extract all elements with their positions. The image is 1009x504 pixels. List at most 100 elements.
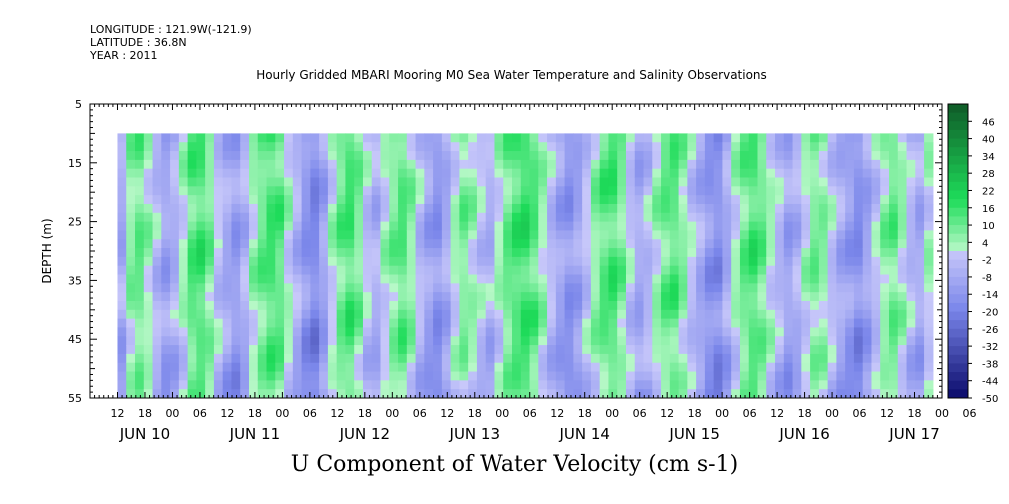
heatmap-cell [485,300,496,311]
heatmap-cell [906,292,916,302]
heatmap-cell [564,195,574,205]
heatmap-cell [126,203,136,214]
heatmap-cell [389,248,399,258]
heatmap-cell [704,336,715,346]
heatmap-cell [406,133,417,143]
heatmap-cell [669,300,680,311]
heatmap-cell [424,142,434,152]
heatmap-cell [450,195,461,205]
x-tick-label: 18 [248,407,262,420]
heatmap-cell [424,221,434,232]
heatmap-cell [284,309,294,320]
heatmap-cell [862,371,873,381]
heatmap-cell [652,274,662,284]
heatmap-cell [389,353,399,364]
heatmap-cell [275,177,285,187]
heatmap-cell [924,318,934,329]
heatmap-cell [476,353,487,364]
heatmap-cell [485,230,496,240]
heatmap-cell [494,336,504,346]
heatmap-cell [354,292,364,302]
heatmap-cell [248,195,259,205]
heatmap-cell [512,142,522,152]
heatmap-cell [599,239,610,249]
heatmap-cell [818,318,829,329]
heatmap-cell [643,230,653,240]
heatmap-cell [573,300,583,311]
heatmap-cell [564,221,574,232]
heatmap-cell [398,230,408,240]
heatmap-cell [643,221,653,232]
heatmap-cell [187,345,197,355]
heatmap-cell [503,300,513,311]
heatmap-cell [661,151,671,161]
heatmap-cell [625,256,636,267]
heatmap-cell [126,345,136,355]
heatmap-cell [310,353,320,364]
heatmap-cell [599,371,610,381]
heatmap-cell [836,353,846,364]
heatmap-cell [678,221,688,232]
heatmap-cell [266,221,276,232]
heatmap-cell [319,151,329,161]
heatmap-cell [406,353,417,364]
heatmap-cell [643,256,653,267]
heatmap-cell [152,142,162,152]
heatmap-cell [117,168,127,179]
heatmap-cell [722,186,732,196]
heatmap-cell [853,195,864,205]
heatmap-cell [257,362,268,373]
heatmap-cell [292,230,303,240]
heatmap-cell [240,336,250,346]
heatmap-cell [696,142,706,152]
heatmap-cell [362,345,373,355]
heatmap-cell [915,283,925,293]
heatmap-cell [766,292,776,302]
heatmap-cell [248,318,259,329]
heatmap-cell [450,203,461,214]
heatmap-cell [196,195,206,205]
heatmap-cell [117,292,127,302]
heatmap-cell [187,203,197,214]
heatmap-cell [178,256,189,267]
heatmap-cell [617,248,627,258]
heatmap-cell [862,248,873,258]
heatmap-cell [512,177,522,187]
heatmap-cell [441,380,452,390]
heatmap-cell [713,380,724,390]
heatmap-cell [889,256,899,267]
heatmap-cell [512,380,522,390]
heatmap-cell [135,353,145,364]
heatmap-cell [652,256,662,267]
heatmap-cell [354,168,364,179]
heatmap-cell [713,327,724,337]
heatmap-cell [889,248,899,258]
heatmap-cell [590,274,601,284]
heatmap-cell [687,362,697,373]
heatmap-cell [862,212,873,223]
heatmap-cell [380,380,390,390]
heatmap-cell [810,159,820,170]
heatmap-cell [669,151,680,161]
heatmap-cell [573,168,583,179]
heatmap-cell [775,300,785,311]
heatmap-cell [538,195,548,205]
heatmap-cell [371,203,382,214]
heatmap-cell [889,336,899,346]
heatmap-cell [152,248,162,258]
heatmap-cell [187,256,197,267]
heatmap-cell [880,292,890,302]
heatmap-cell [310,345,320,355]
heatmap-cell [459,371,469,381]
heatmap-cell [345,300,355,311]
heatmap-cell [135,345,145,355]
heatmap-cell [135,265,145,276]
heatmap-cell [143,195,154,205]
heatmap-cell [775,212,785,223]
heatmap-cell [143,133,154,143]
heatmap-cell [345,362,355,373]
heatmap-cell [301,186,311,196]
heatmap-cell [836,274,846,284]
heatmap-cell [161,195,171,205]
colorbar-swatch [948,242,968,252]
